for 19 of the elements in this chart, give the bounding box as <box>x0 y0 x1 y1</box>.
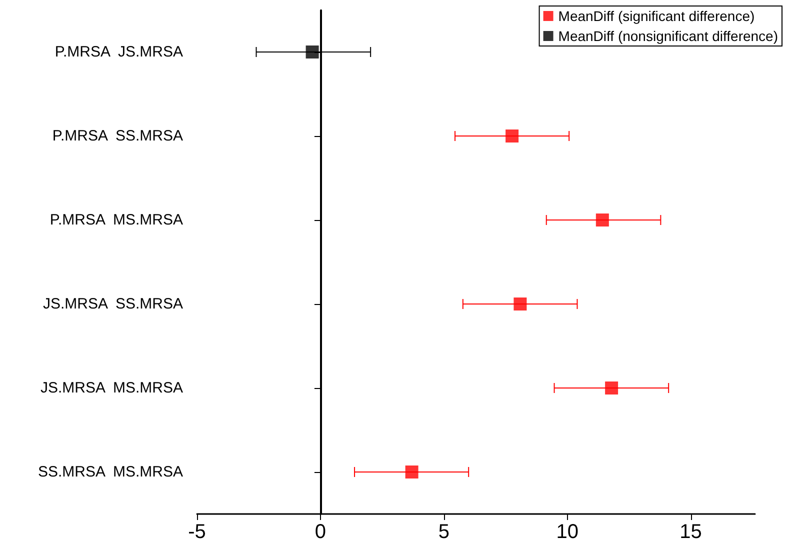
point <box>506 130 519 142</box>
point <box>596 214 609 226</box>
y-tick-label: JS.MRSA MS.MRSA <box>40 380 183 396</box>
x-tick-label: -5 <box>188 521 206 543</box>
x-tick-label: 10 <box>556 521 578 543</box>
x-tick-label: 0 <box>314 521 326 543</box>
point <box>405 466 418 478</box>
y-tick-label: JS.MRSA SS.MRSA <box>42 296 183 312</box>
x-tick-label: 5 <box>438 521 450 543</box>
y-tick-label: P.MRSA MS.MRSA <box>50 212 183 228</box>
y-tick-label: P.MRSA SS.MRSA <box>52 128 183 144</box>
point <box>514 298 527 310</box>
y-tick-label: SS.MRSA MS.MRSA <box>38 464 183 480</box>
point <box>605 382 618 394</box>
legend-label: MeanDiff (nonsignificant difference) <box>558 28 778 44</box>
legend-label: MeanDiff (significant difference) <box>558 8 755 24</box>
y-tick-label: P.MRSA JS.MRSA <box>54 44 183 60</box>
x-tick-label: 15 <box>680 521 702 543</box>
point <box>306 46 319 58</box>
